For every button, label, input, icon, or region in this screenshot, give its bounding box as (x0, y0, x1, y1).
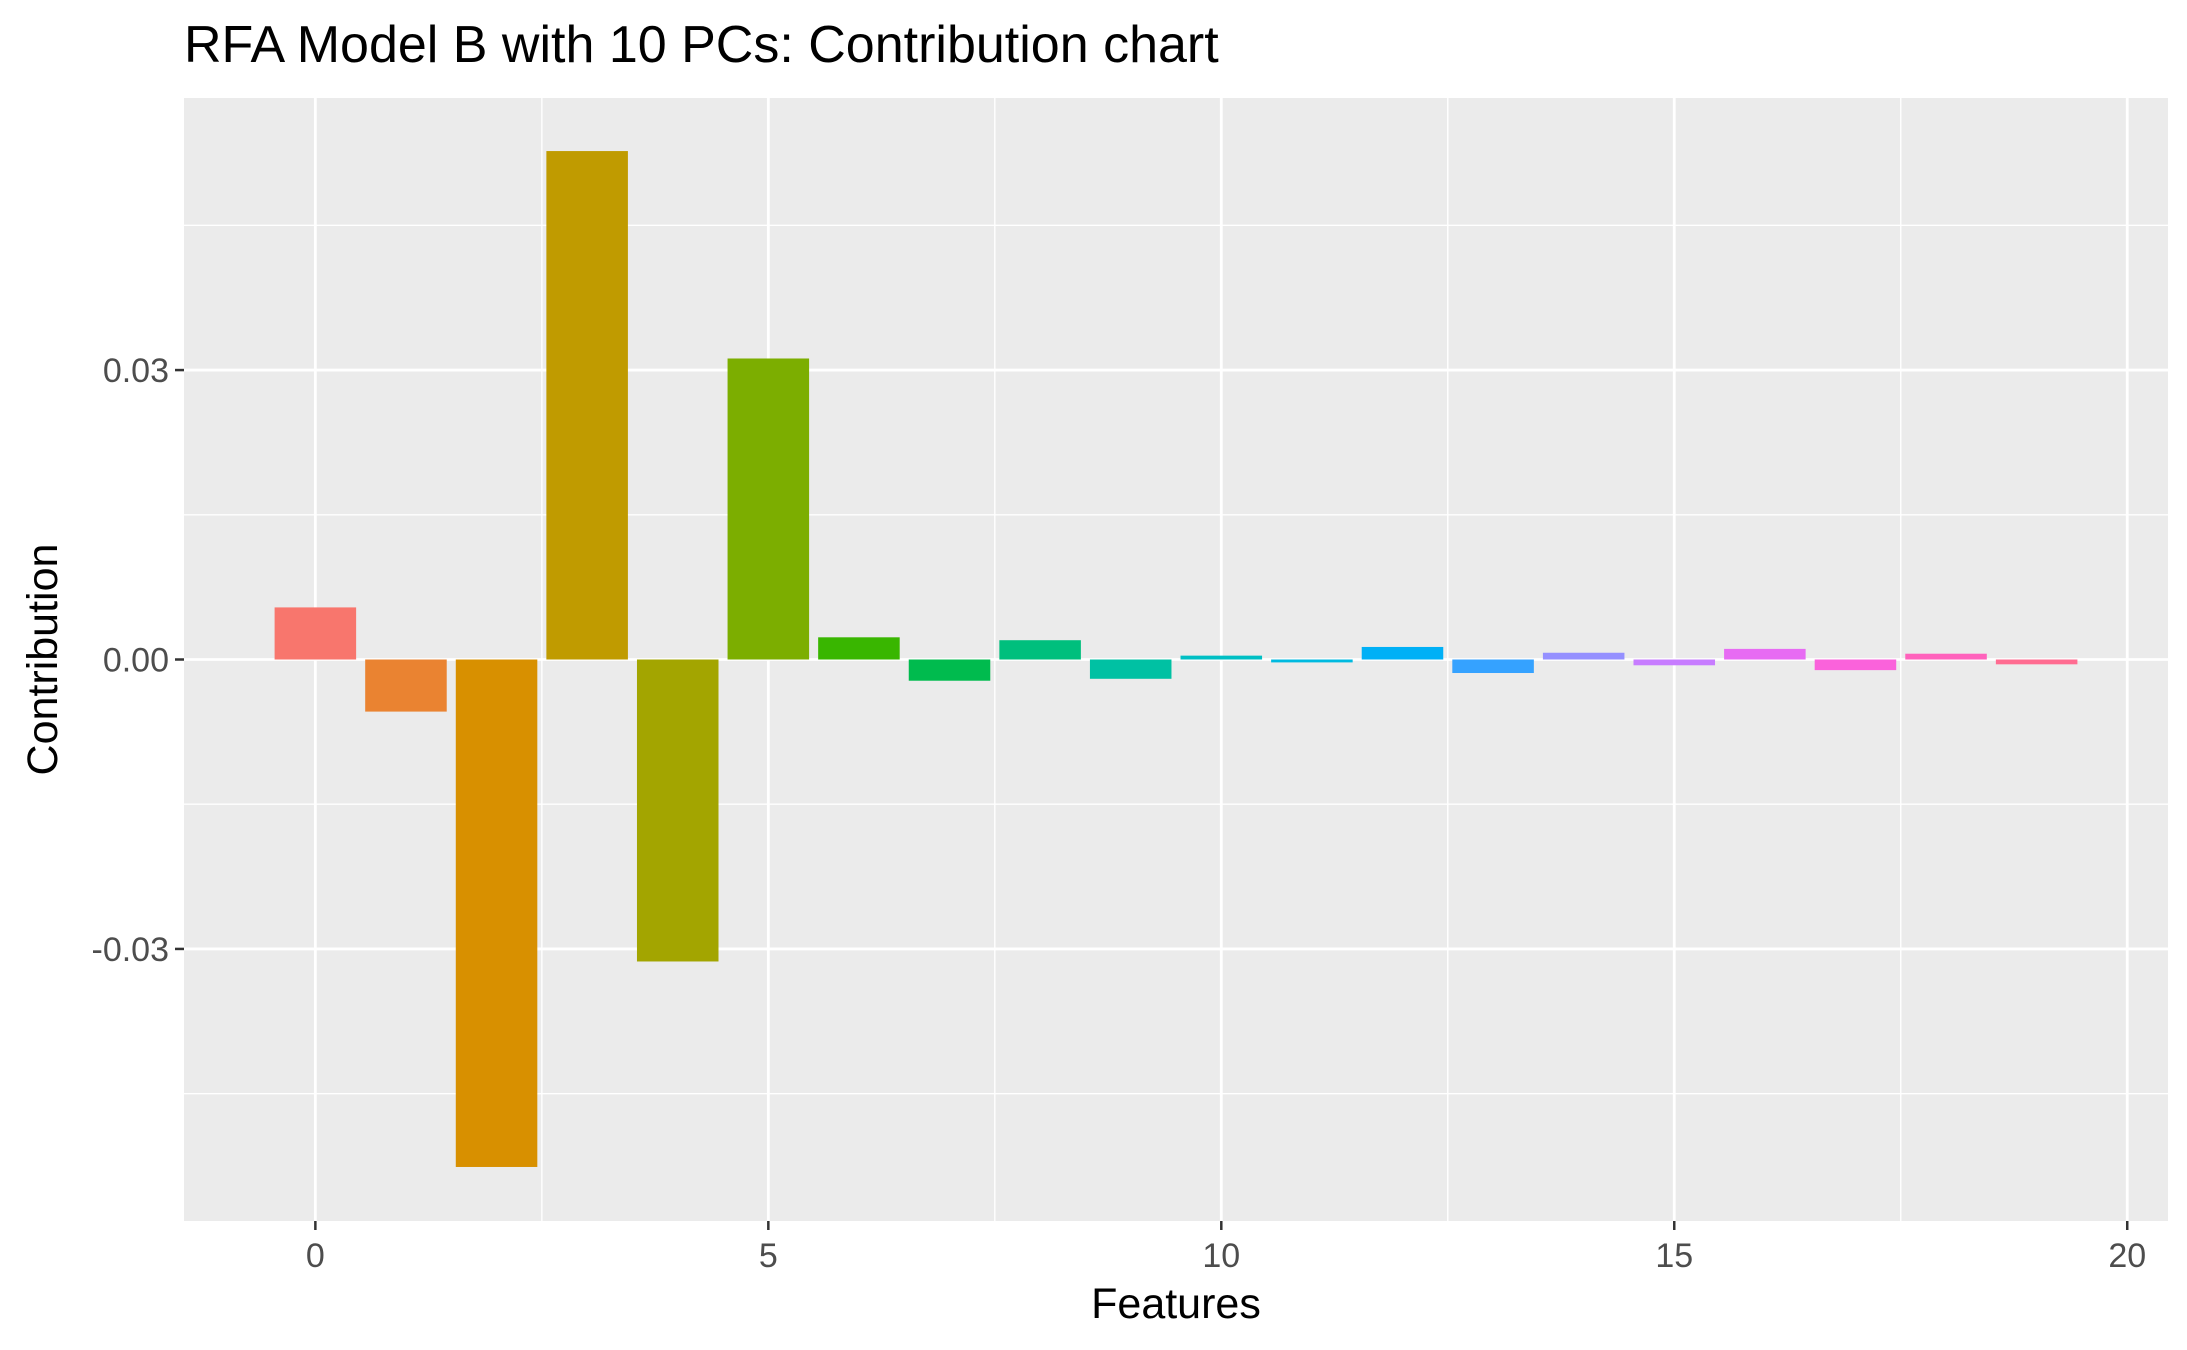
y-tick-label-2: 0.03 (103, 352, 169, 390)
bar-feature-12 (1361, 646, 1444, 660)
bar-feature-14 (1542, 652, 1625, 660)
bar-feature-15 (1633, 659, 1716, 666)
x-tick-label-0: 0 (306, 1237, 325, 1275)
bar-feature-3 (546, 151, 628, 660)
bar-feature-8 (999, 640, 1081, 660)
bar-feature-19 (1995, 659, 2078, 665)
bar-feature-0 (274, 607, 357, 660)
bar-feature-5 (727, 358, 810, 660)
bar-feature-6 (818, 637, 900, 660)
bar-feature-10 (1180, 655, 1263, 660)
y-tick-label-1: 0.00 (103, 642, 169, 680)
x-axis-ticks: 0 5 10 15 20 (306, 1221, 2146, 1275)
bar-feature-9 (1089, 659, 1172, 679)
x-tick-label-4: 20 (2108, 1237, 2146, 1275)
bar-feature-11 (1271, 659, 1353, 663)
chart-title: RFA Model B with 10 PCs: Contribution ch… (184, 16, 1219, 74)
y-axis-ticks: -0.03 0.00 0.03 (92, 352, 184, 969)
bar-feature-16 (1724, 648, 1806, 660)
bar-feature-4 (636, 659, 719, 962)
bars (274, 151, 2078, 1167)
bar-feature-2 (455, 659, 538, 1167)
y-tick-label-0: -0.03 (92, 931, 170, 969)
bar-feature-17 (1814, 659, 1897, 671)
y-axis-title: Contribution (19, 544, 67, 776)
bar-feature-1 (365, 659, 447, 712)
bar-feature-18 (1905, 653, 1987, 660)
x-tick-label-1: 5 (759, 1237, 778, 1275)
bar-feature-13 (1452, 659, 1534, 674)
x-tick-label-3: 15 (1655, 1237, 1693, 1275)
x-tick-label-2: 10 (1202, 1237, 1240, 1275)
x-axis-title: Features (1091, 1280, 1261, 1328)
bar-feature-7 (908, 659, 991, 681)
